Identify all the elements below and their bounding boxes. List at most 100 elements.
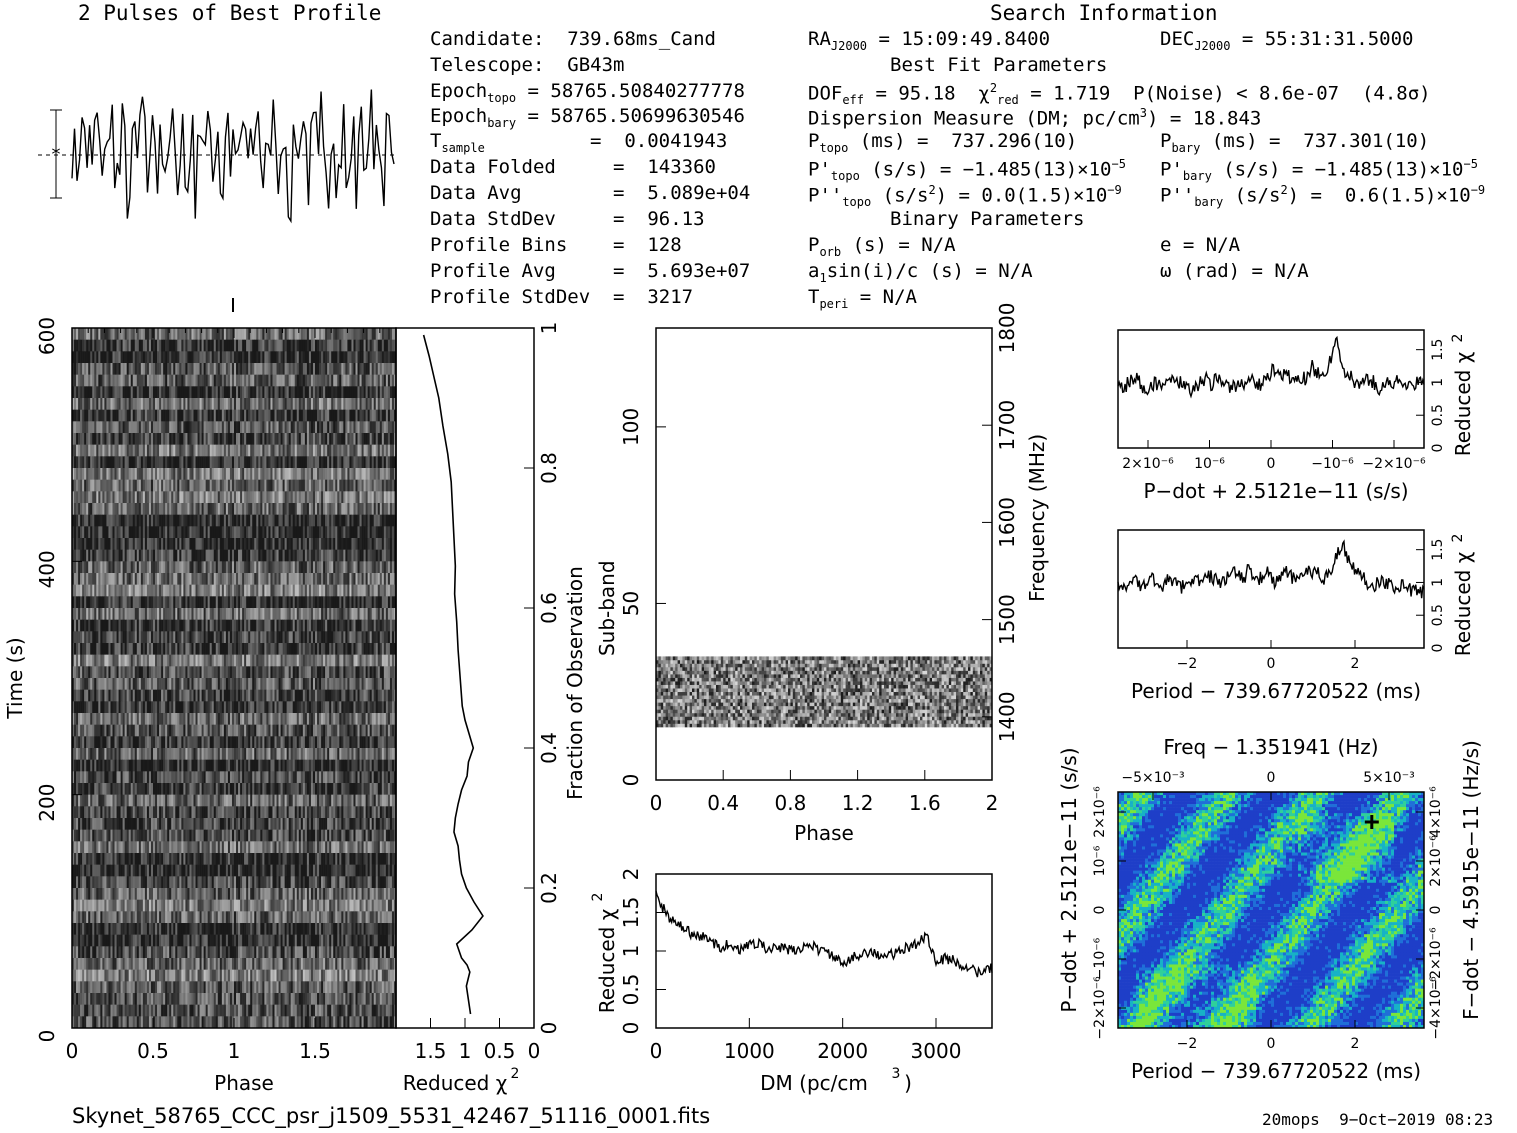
period-chi-ylabel-sup: 2 <box>1450 534 1466 543</box>
dm-chi-xtick-label: 2000 <box>817 1039 868 1063</box>
subband-y2tick-label: 1500 <box>995 594 1019 645</box>
p-pdot-y2tick-label: 0 <box>1428 906 1444 915</box>
time-phase-image <box>72 328 396 1028</box>
p-pdot-y2tick-label: 4×10⁻⁶ <box>1428 786 1444 838</box>
p-pdot-xtick-label: 2 <box>1351 1036 1360 1052</box>
pdot-chi-frame <box>1118 330 1424 448</box>
time-chi-xlabel: Reduced χ <box>403 1071 508 1095</box>
period-chi-ylabel: Reduced χ <box>1451 552 1475 657</box>
p-pdot-y2tick-label: 2×10⁻⁶ <box>1428 835 1444 887</box>
pdot-chi-ytick-label: 1.5 <box>1430 339 1446 361</box>
time-chi-xtick-label: 0.5 <box>484 1039 516 1063</box>
period-chi-ytick-label: 0.5 <box>1430 604 1446 626</box>
time-chi-xtick-label: 1 <box>459 1039 472 1063</box>
dm-chi-ylabel-sup: 2 <box>590 893 606 902</box>
time-chi-y2tick-label: 0.4 <box>537 732 561 764</box>
subband-ytick-label: 50 <box>619 591 643 616</box>
p-pdot-ytick-label: −2×10⁻⁶ <box>1092 976 1108 1040</box>
subband-xlabel: Phase <box>794 821 854 845</box>
time-chi-y2tick-label: 1 <box>537 322 561 335</box>
dm-chi-ytick-label: 2 <box>619 868 643 881</box>
pdot-chi-xtick-label: 10⁻⁶ <box>1194 456 1225 472</box>
time-phase-ytick-label: 0 <box>35 1030 59 1043</box>
dm-chi-ylabel: Reduced χ <box>595 909 619 1014</box>
p-pdot-y2tick-label: −2×10⁻⁶ <box>1428 927 1444 991</box>
profile-errorbar-mark: * <box>52 144 61 165</box>
time-phase-xtick-label: 1.5 <box>299 1039 331 1063</box>
subband-y2tick-label: 1800 <box>995 303 1019 354</box>
subband-ylabel: Sub-band <box>595 560 619 656</box>
period-chi-line <box>1118 541 1424 598</box>
dm-chi-ytick-label: 1.5 <box>619 897 643 929</box>
dm-chi-xtick-label: 0 <box>650 1039 663 1063</box>
subband-y2tick-label: 1700 <box>995 400 1019 451</box>
p-pdot-xlabel: Period − 739.67720522 (ms) <box>1131 1059 1421 1083</box>
subband-xtick-label: 1.2 <box>842 791 874 815</box>
subband-y2label: Frequency (MHz) <box>1025 434 1049 602</box>
p-pdot-image <box>1118 792 1424 1028</box>
time-phase-xtick-label: 0 <box>66 1039 79 1063</box>
subband-xtick-label: 2 <box>986 791 999 815</box>
subband-xtick-label: 0 <box>650 791 663 815</box>
dm-chi-xtick-label: 3000 <box>911 1039 962 1063</box>
dm-chi-line <box>656 891 992 977</box>
p-pdot-ytick-label: −10⁻⁶ <box>1092 937 1108 980</box>
p-pdot-title: Freq − 1.351941 (Hz) <box>1163 735 1378 759</box>
p-pdot-xtick-label: −2 <box>1177 1036 1198 1052</box>
pdot-chi-xtick-label: 0 <box>1267 456 1276 472</box>
time-chi-y2tick-label: 0.2 <box>537 872 561 904</box>
time-chi-frame <box>396 328 534 1028</box>
time-chi-y2label: Fraction of Observation <box>563 566 587 800</box>
period-chi-xtick-label: 2 <box>1351 656 1360 672</box>
p-pdot-y2label: F−dot − 4.5915e−11 (Hz/s) <box>1459 740 1483 1020</box>
period-chi-xtick-label: 0 <box>1267 656 1276 672</box>
time-chi-y2tick-label: 0.6 <box>537 592 561 624</box>
period-chi-ytick-label: 1 <box>1430 578 1446 587</box>
pdot-chi-xtick-label: −2×10⁻⁶ <box>1362 456 1426 472</box>
pdot-chi-ylabel: Reduced χ <box>1451 352 1475 457</box>
p-pdot-xtick-label: 0 <box>1267 1036 1276 1052</box>
dm-chi-xlabel-end: ) <box>904 1071 912 1095</box>
pdot-chi-ytick-label: 1 <box>1430 378 1446 387</box>
pdot-chi-xtick-label: 2×10⁻⁶ <box>1122 456 1174 472</box>
dm-chi-ytick-label: 1 <box>619 945 643 958</box>
subband-xtick-label: 1.6 <box>909 791 941 815</box>
dm-chi-xtick-label: 1000 <box>724 1039 775 1063</box>
p-pdot-ytick-label: 2×10⁻⁶ <box>1092 786 1108 838</box>
pdot-chi-xlabel: P−dot + 2.5121e−11 (s/s) <box>1143 479 1408 503</box>
dm-chi-xlabel: DM (pc/cm <box>760 1071 868 1095</box>
time-phase-ytick-label: 600 <box>35 317 59 355</box>
pdot-chi-ytick-label: 0.5 <box>1430 404 1446 426</box>
subband-image <box>656 656 992 727</box>
period-chi-ytick-label: 1.5 <box>1430 539 1446 561</box>
dm-chi-ytick-label: 0.5 <box>619 974 643 1006</box>
time-chi-y2tick-label: 0.8 <box>537 452 561 484</box>
p-pdot-ytick-label: 0 <box>1092 906 1108 915</box>
period-chi-ytick-label: 0 <box>1430 644 1446 653</box>
pdot-chi-ylabel-sup: 2 <box>1450 334 1466 343</box>
time-phase-ylabel: Time (s) <box>3 637 27 719</box>
dm-chi-xlabel-sup: 3 <box>892 1066 901 1082</box>
time-chi-y2tick-label: 0 <box>537 1022 561 1035</box>
period-chi-xlabel: Period − 739.67720522 (ms) <box>1131 679 1421 703</box>
time-phase-xlabel: Phase <box>214 1071 274 1095</box>
subband-ytick-label: 100 <box>619 408 643 446</box>
time-chi-xtick-label: 1.5 <box>415 1039 447 1063</box>
subband-ytick-label: 0 <box>619 774 643 787</box>
subband-xtick-label: 0.8 <box>774 791 806 815</box>
pdot-chi-line <box>1118 337 1424 396</box>
time-phase-xtick-label: 1 <box>228 1039 241 1063</box>
p-pdot-ylabel: P−dot + 2.5121e−11 (s/s) <box>1057 747 1081 1012</box>
time-phase-ytick-label: 400 <box>35 550 59 588</box>
period-chi-frame <box>1118 530 1424 648</box>
subband-y2tick-label: 1400 <box>995 691 1019 742</box>
period-chi-xtick-label: −2 <box>1177 656 1198 672</box>
time-chi-xtick-label: 0 <box>528 1039 541 1063</box>
time-phase-xtick-label: 0.5 <box>137 1039 169 1063</box>
time-chi-line <box>424 335 483 1014</box>
p-pdot-toptick-label: −5×10⁻³ <box>1121 770 1184 786</box>
subband-xtick-label: 0.4 <box>707 791 739 815</box>
time-chi-xlabel-sup: 2 <box>511 1066 520 1082</box>
p-pdot-ytick-label: 10⁻⁶ <box>1092 845 1108 876</box>
